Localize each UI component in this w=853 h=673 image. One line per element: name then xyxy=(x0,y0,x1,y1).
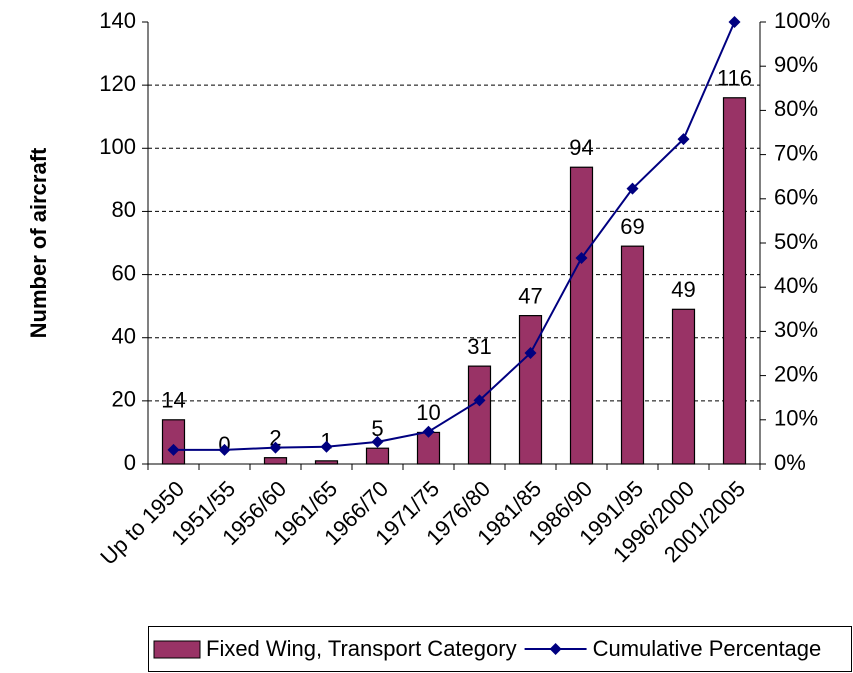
bar xyxy=(722,97,747,465)
y2-tick-label: 60% xyxy=(774,185,818,210)
data-label: 47 xyxy=(518,283,542,308)
bar xyxy=(620,245,645,465)
y-axis-label: Number of aircraft xyxy=(26,147,51,338)
data-label: 31 xyxy=(467,334,491,359)
y2-tick-label: 100% xyxy=(774,8,830,33)
line xyxy=(173,21,736,451)
data-label: 49 xyxy=(671,277,695,302)
data-label: 5 xyxy=(371,416,383,441)
y-tick-label: 120 xyxy=(99,71,136,96)
bar xyxy=(263,457,288,465)
marker xyxy=(422,425,435,438)
data-label: 69 xyxy=(620,214,644,239)
y-tick-label: 40 xyxy=(112,324,136,349)
y-tick-label: 140 xyxy=(99,8,136,33)
marker xyxy=(728,16,741,28)
marker xyxy=(269,441,282,454)
y2-tick-label: 0% xyxy=(774,450,806,475)
y2-tick-label: 40% xyxy=(774,273,818,298)
bar xyxy=(671,308,696,465)
data-label: 94 xyxy=(569,135,593,160)
marker xyxy=(371,435,384,448)
y2-tick-label: 50% xyxy=(774,229,818,254)
data-label: 10 xyxy=(416,400,440,425)
marker xyxy=(626,182,639,195)
marker xyxy=(167,443,180,456)
bar xyxy=(569,166,594,465)
data-label: 116 xyxy=(717,66,752,91)
y2-tick-label: 30% xyxy=(774,317,818,342)
y2-tick-label: 90% xyxy=(774,52,818,77)
marker xyxy=(677,133,690,146)
y2-tick-label: 80% xyxy=(774,96,818,121)
data-label: 2 xyxy=(269,425,281,450)
legend-marker xyxy=(549,643,562,655)
legend-label: Cumulative Percentage xyxy=(593,636,822,661)
bar xyxy=(161,419,186,465)
marker xyxy=(218,443,231,456)
marker xyxy=(575,252,588,265)
y2-tick-label: 20% xyxy=(774,361,818,386)
marker xyxy=(473,394,486,407)
legend-swatch xyxy=(153,640,201,659)
y-tick-label: 0 xyxy=(124,450,136,475)
y-tick-label: 100 xyxy=(99,134,136,159)
bar xyxy=(467,365,492,465)
y-tick-label: 20 xyxy=(112,387,136,412)
y-tick-label: 80 xyxy=(112,197,136,222)
legend-label: Fixed Wing, Transport Category xyxy=(206,636,517,661)
y2-tick-label: 10% xyxy=(774,406,818,431)
y-tick-label: 60 xyxy=(112,260,136,285)
marker xyxy=(524,347,537,360)
data-label: 14 xyxy=(161,388,185,413)
legend-box xyxy=(148,626,852,672)
marker xyxy=(320,440,333,453)
y2-tick-label: 70% xyxy=(774,140,818,165)
bar xyxy=(365,447,390,465)
